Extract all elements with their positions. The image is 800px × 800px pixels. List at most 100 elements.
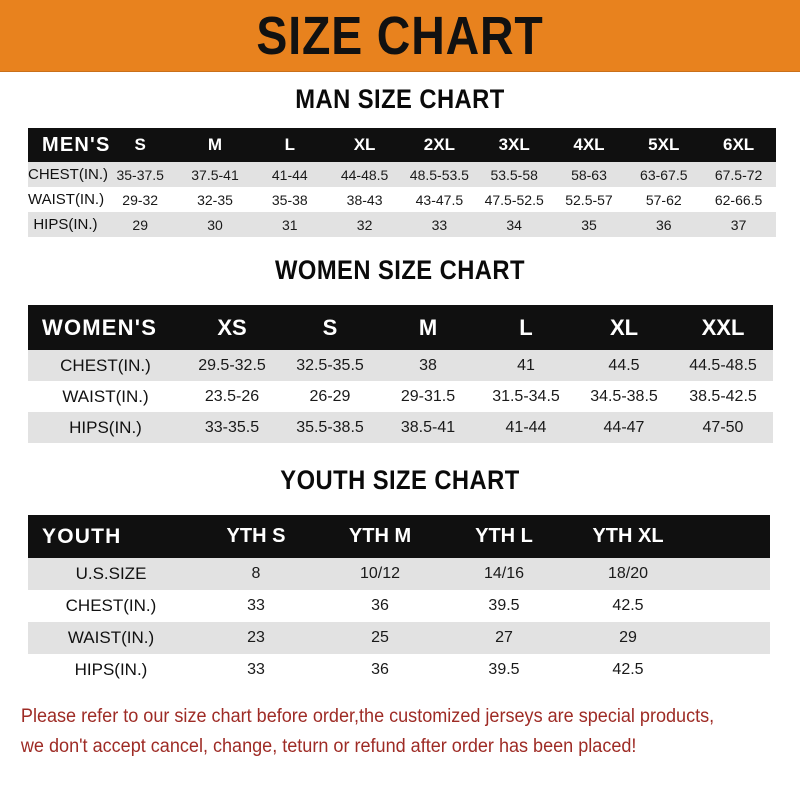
men-chest-2xl: 48.5-53.5 — [409, 166, 469, 183]
men-waist-l: 35-38 — [271, 191, 308, 208]
youth-row-label-waist: WAIST(IN.) — [67, 628, 155, 647]
men-row-label-waist: WAIST(IN.) — [28, 191, 105, 208]
women-hips-m: 38.5-41 — [400, 418, 456, 436]
men-chest-xl: 44-48.5 — [340, 166, 389, 183]
youth-col-s: YTH S — [226, 525, 286, 547]
men-col-4xl: 4XL — [573, 135, 605, 154]
men-hips-s: 29 — [132, 216, 148, 233]
youth-ussize-s: 8 — [251, 565, 261, 582]
men-waist-6xl: 62-66.5 — [714, 191, 763, 208]
women-section: WOMEN SIZE CHART WOMEN'S XS S M L XL XXL… — [0, 255, 800, 443]
men-section-title: MAN SIZE CHART — [295, 84, 505, 114]
youth-cell-filler — [690, 654, 770, 686]
women-waist-xl: 34.5-38.5 — [590, 387, 658, 405]
women-hips-s: 35.5-38.5 — [296, 418, 364, 436]
men-hips-3xl: 34 — [506, 216, 522, 233]
men-waist-m: 32-35 — [197, 191, 233, 208]
men-row-label-chest: CHEST(IN.) — [28, 166, 108, 183]
youth-hips-l: 39.5 — [488, 661, 520, 678]
table-row: U.S.SIZE 8 10/12 14/16 18/20 — [28, 558, 770, 590]
women-row-label-chest: CHEST(IN.) — [60, 355, 151, 375]
men-hips-2xl: 33 — [431, 216, 448, 233]
men-hips-l: 31 — [282, 216, 298, 233]
women-chest-xs: 29.5-32.5 — [198, 356, 266, 374]
men-col-3xl: 3XL — [498, 135, 530, 154]
women-hips-xxl: 47-50 — [702, 418, 744, 436]
youth-ussize-m: 10/12 — [359, 565, 401, 582]
women-col-l: L — [519, 314, 533, 340]
youth-waist-s: 23 — [247, 629, 265, 646]
youth-row-label-chest: CHEST(IN.) — [65, 596, 157, 615]
youth-chest-m: 36 — [371, 597, 389, 614]
men-size-table: MEN'S S M L XL 2XL 3XL 4XL 5XL 6XL CHEST… — [28, 128, 776, 237]
men-section: MAN SIZE CHART MEN'S S M L XL 2XL 3XL 4X… — [0, 84, 800, 237]
women-waist-s: 26-29 — [309, 387, 351, 405]
men-waist-2xl: 43-47.5 — [415, 191, 464, 208]
table-row: HIPS(IN.) 33 36 39.5 42.5 — [28, 654, 770, 686]
women-section-title: WOMEN SIZE CHART — [275, 255, 525, 285]
men-col-6xl: 6XL — [722, 135, 755, 154]
men-hips-4xl: 35 — [581, 216, 597, 233]
women-hips-l: 41-44 — [505, 418, 547, 436]
youth-waist-xl: 29 — [619, 629, 637, 646]
women-corner-label: WOMEN'S — [42, 314, 158, 340]
women-waist-m: 29-31.5 — [400, 387, 456, 405]
men-chest-l: 41-44 — [271, 166, 308, 183]
disclaimer-line-2: we don't accept cancel, change, teturn o… — [20, 736, 637, 757]
women-waist-l: 31.5-34.5 — [492, 387, 560, 405]
table-row: HIPS(IN.) 33-35.5 35.5-38.5 38.5-41 41-4… — [28, 412, 773, 443]
youth-col-filler — [690, 515, 770, 558]
spacer — [0, 114, 800, 128]
women-waist-xxl: 38.5-42.5 — [689, 387, 757, 405]
youth-col-m: YTH M — [348, 525, 412, 547]
youth-col-xl: YTH XL — [592, 525, 664, 547]
table-row: HIPS(IN.) 29 30 31 32 33 34 35 36 37 — [28, 212, 776, 237]
men-row-label-hips: HIPS(IN.) — [33, 216, 98, 233]
youth-hips-m: 36 — [371, 661, 389, 678]
women-row-label-hips: HIPS(IN.) — [69, 417, 142, 437]
women-col-s: S — [322, 314, 338, 340]
youth-waist-l: 27 — [495, 629, 513, 646]
spacer — [0, 443, 800, 465]
women-chest-xl: 44.5 — [608, 356, 640, 374]
women-chest-m: 38 — [419, 356, 437, 374]
youth-ussize-l: 14/16 — [483, 565, 525, 582]
men-waist-s: 29-32 — [122, 191, 159, 208]
men-chest-6xl: 67.5-72 — [714, 166, 763, 183]
youth-chest-l: 39.5 — [488, 597, 520, 614]
table-row: CHEST(IN.) 35-37.5 37.5-41 41-44 44-48.5… — [28, 162, 776, 187]
spacer — [0, 72, 800, 84]
spacer — [0, 285, 800, 305]
women-chest-xxl: 44.5-48.5 — [689, 356, 757, 374]
women-hips-xl: 44-47 — [603, 418, 645, 436]
youth-ussize-xl: 18/20 — [607, 565, 649, 582]
table-header-row: WOMEN'S XS S M L XL XXL — [28, 305, 773, 350]
men-col-xl: XL — [353, 135, 376, 154]
youth-size-table: YOUTH YTH S YTH M YTH L YTH XL U.S.SIZE … — [28, 515, 770, 686]
table-row: CHEST(IN.) 29.5-32.5 32.5-35.5 38 41 44.… — [28, 350, 773, 381]
men-chest-4xl: 58-63 — [571, 166, 607, 183]
youth-row-label-hips: HIPS(IN.) — [74, 660, 148, 679]
men-col-2xl: 2XL — [423, 135, 455, 154]
youth-waist-m: 25 — [371, 629, 389, 646]
youth-row-label-ussize: U.S.SIZE — [75, 564, 147, 583]
youth-section-title: YOUTH SIZE CHART — [280, 465, 520, 495]
disclaimer-line-1: Please refer to our size chart before or… — [20, 706, 715, 727]
men-hips-6xl: 37 — [730, 216, 747, 233]
spacer — [0, 495, 800, 515]
women-row-label-waist: WAIST(IN.) — [62, 386, 149, 406]
women-col-m: M — [418, 314, 438, 340]
men-waist-5xl: 57-62 — [645, 191, 682, 208]
page-banner: SIZE CHART — [0, 0, 800, 72]
youth-corner-label: YOUTH — [42, 524, 122, 548]
table-row: WAIST(IN.) 23.5-26 26-29 29-31.5 31.5-34… — [28, 381, 773, 412]
men-col-l: L — [284, 135, 295, 154]
women-col-xl: XL — [609, 314, 639, 340]
women-col-xs: XS — [217, 314, 247, 340]
women-chest-s: 32.5-35.5 — [296, 356, 364, 374]
table-row: CHEST(IN.) 33 36 39.5 42.5 — [28, 590, 770, 622]
table-header-row: MEN'S S M L XL 2XL 3XL 4XL 5XL 6XL — [28, 128, 776, 162]
youth-chest-xl: 42.5 — [612, 597, 644, 614]
table-row: WAIST(IN.) 23 25 27 29 — [28, 622, 770, 654]
men-chest-5xl: 63-67.5 — [640, 166, 688, 183]
